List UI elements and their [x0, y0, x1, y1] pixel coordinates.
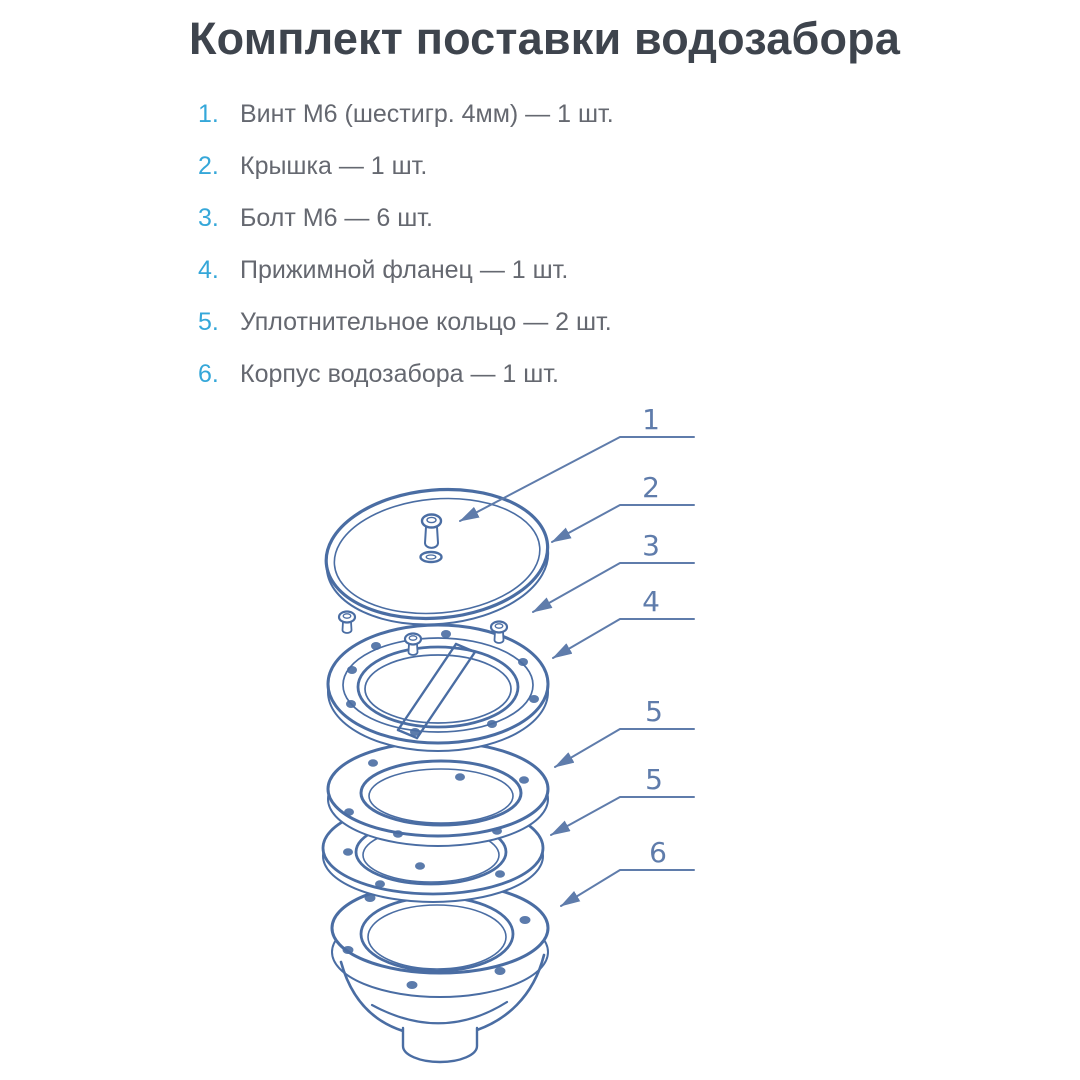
callout-4: 4	[552, 585, 695, 659]
callout-label: 5	[645, 695, 663, 728]
callout-2: 2	[551, 471, 695, 543]
callout-5-lower: 5	[550, 763, 695, 836]
list-item-text: Прижимной фланец — 1 шт.	[240, 256, 569, 284]
flange-crossbar	[396, 642, 477, 740]
list-item: 2. Крышка — 1 шт.	[198, 152, 614, 204]
exploded-view-diagram: 1 2 3 4 5 5 6	[321, 403, 695, 1064]
callouts: 1 2 3 4 5 5 6	[459, 403, 695, 907]
bolt-m6	[489, 620, 509, 644]
list-item-number: 4.	[198, 256, 219, 284]
callout-label: 5	[645, 763, 663, 796]
list-item: 5. Уплотнительное кольцо — 2 шт.	[198, 308, 614, 360]
callout-3: 3	[532, 529, 695, 613]
loose-bolts	[337, 610, 509, 656]
callout-label: 2	[642, 471, 660, 504]
callout-label: 3	[642, 529, 660, 562]
page-title: Комплект поставки водозабора	[189, 13, 901, 64]
list-item-number: 3.	[198, 204, 219, 232]
list-item: 6. Корпус водозабора — 1 шт.	[198, 360, 614, 412]
list-item-number: 2.	[198, 152, 219, 180]
callout-label: 6	[649, 836, 667, 869]
bolt-m6	[337, 610, 357, 634]
flange-bolt-holes	[346, 630, 539, 736]
list-item: 1. Винт М6 (шестигр. 4мм) — 1 шт.	[198, 100, 614, 152]
callout-label: 1	[642, 403, 660, 436]
callout-6: 6	[560, 836, 695, 907]
screw-m6	[419, 513, 443, 564]
callout-1: 1	[459, 403, 695, 522]
bolt-m6	[403, 632, 423, 656]
part-flange	[326, 623, 550, 752]
callout-label: 4	[642, 585, 660, 618]
list-item-text: Уплотнительное кольцо — 2 шт.	[240, 308, 612, 336]
list-item-number: 6.	[198, 360, 219, 388]
kit-list: 1. Винт М6 (шестигр. 4мм) — 1 шт. 2. Кры…	[198, 100, 614, 412]
list-item-text: Крышка — 1 шт.	[240, 152, 428, 180]
list-item: 4. Прижимной фланец — 1 шт.	[198, 256, 614, 308]
callout-5-upper: 5	[554, 695, 695, 768]
oring-holes	[343, 848, 505, 888]
list-item-number: 5.	[198, 308, 219, 336]
list-item-text: Винт М6 (шестигр. 4мм) — 1 шт.	[240, 100, 614, 128]
list-item-text: Корпус водозабора — 1 шт.	[240, 360, 559, 388]
list-item-text: Болт М6 — 6 шт.	[240, 204, 433, 232]
part-oring-upper	[326, 740, 550, 847]
oring-holes	[344, 759, 529, 838]
list-item-number: 1.	[198, 100, 219, 128]
list-item: 3. Болт М6 — 6 шт.	[198, 204, 614, 256]
part-body	[330, 881, 550, 1064]
